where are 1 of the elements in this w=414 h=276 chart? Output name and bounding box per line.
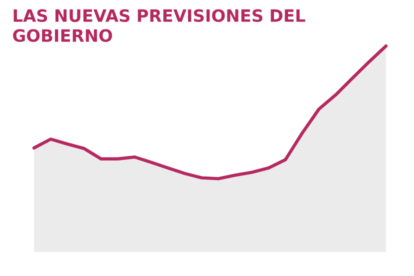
- chart-title: LAS NUEVAS PREVISIONES DEL GOBIERNO: [13, 9, 306, 42]
